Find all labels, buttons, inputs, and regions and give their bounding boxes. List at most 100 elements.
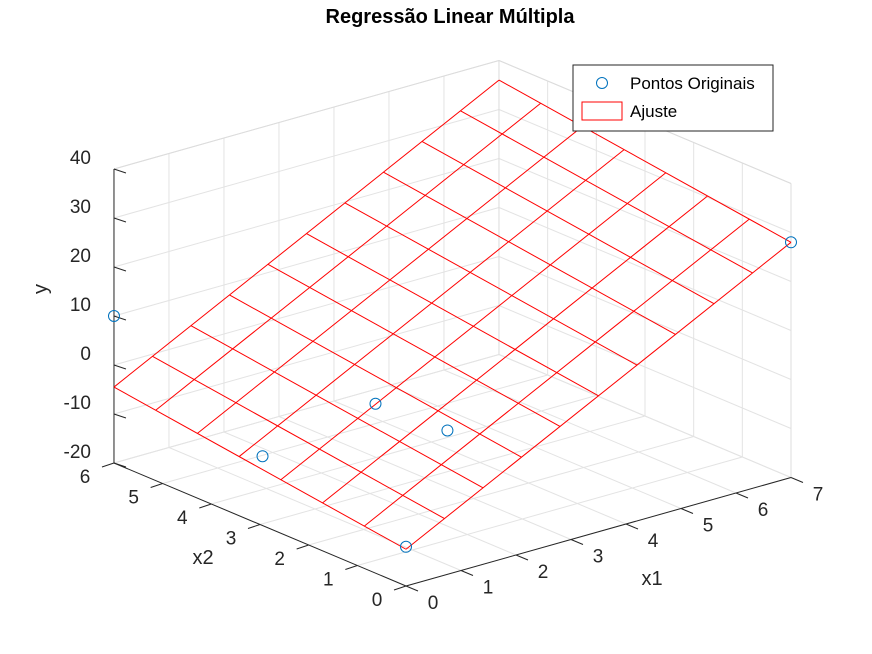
grid-line: [113, 354, 500, 464]
surface-line: [113, 79, 500, 388]
grid-line: [308, 436, 694, 546]
fit-surface: [113, 79, 792, 550]
surface-line: [363, 218, 750, 527]
data-point: [400, 540, 412, 553]
z-tick: [113, 217, 127, 223]
z-tick-label: 40: [70, 148, 91, 169]
surface-line: [322, 195, 708, 504]
legend-label-fit: Ajuste: [630, 102, 677, 121]
surface-line: [306, 233, 599, 397]
x1-tick-label: 6: [758, 500, 769, 521]
x2-tick-label: 3: [226, 529, 237, 550]
x1-tick: [405, 585, 419, 592]
z-tick: [113, 462, 127, 468]
z-tick-label: 20: [70, 246, 91, 267]
z-tick: [113, 364, 127, 370]
surface-line: [498, 79, 792, 243]
x1-tick: [570, 539, 584, 545]
x2-tick: [199, 503, 212, 509]
surface-line: [280, 172, 667, 481]
chart-title: Regressão Linear Múltipla: [326, 6, 576, 28]
x1-tick-label: 2: [538, 562, 549, 583]
x1-tick: [735, 492, 749, 499]
grid-line: [259, 415, 646, 525]
grid-line: [113, 256, 500, 366]
x1-tick: [460, 570, 474, 576]
axes-layer: [101, 168, 804, 592]
z-tick: [113, 315, 127, 321]
surface-line: [190, 325, 484, 489]
x1-tick-label: 4: [648, 531, 659, 552]
x2-tick: [247, 524, 261, 529]
tick-labels: 0 1 2 3 4 5 6 7 0 1 2 3 4 5 6 -20 -10 0 10 20 30 40: [64, 148, 824, 614]
data-points: [107, 236, 797, 553]
grid-line: [498, 354, 792, 478]
grid-line: [498, 207, 792, 331]
grid-line: [113, 158, 500, 268]
legend: Pontos Originais Ajuste: [572, 64, 774, 132]
x1-tick: [625, 523, 639, 530]
surface-line: [421, 141, 715, 305]
grid-line: [113, 305, 500, 415]
x1-axis-line: [405, 477, 792, 587]
x2-tick-label: 1: [323, 570, 334, 591]
surface-line: [152, 355, 445, 519]
x2-tick: [150, 483, 163, 488]
surface-line: [267, 263, 561, 427]
grid-layer: [113, 60, 792, 587]
x1-tick-label: 1: [483, 578, 494, 599]
x2-tick-label: 6: [80, 467, 91, 488]
surface-line: [197, 126, 583, 434]
z-tick-label: 0: [80, 344, 91, 365]
x1-tick-label: 7: [813, 485, 824, 506]
grid-line: [211, 395, 597, 505]
grid-line: [113, 109, 500, 219]
data-point: [107, 310, 120, 322]
legend-marker-points: [596, 77, 608, 89]
z-tick-label: 30: [70, 197, 91, 218]
z-tick-label: -10: [64, 393, 91, 414]
x2-tick: [296, 544, 309, 550]
x2-tick: [345, 565, 358, 570]
surface-line: [229, 294, 522, 458]
data-point: [369, 397, 382, 410]
z-tick: [113, 168, 127, 174]
x1-tick: [680, 508, 694, 514]
surface-line: [405, 241, 792, 550]
surface-line: [460, 110, 753, 274]
box-edge: [113, 60, 500, 170]
grid-line: [113, 207, 500, 317]
x1-tick-label: 0: [428, 593, 439, 614]
surface-line: [238, 149, 625, 457]
grid-line: [498, 305, 792, 429]
x2-tick: [101, 462, 115, 468]
z-tick: [113, 413, 127, 419]
surface-line: [344, 202, 638, 366]
surface-line: [383, 171, 676, 335]
z-tick: [113, 266, 127, 272]
grid-line: [162, 374, 548, 484]
legend-marker-surface: [581, 101, 623, 121]
x1-tick-label: 5: [703, 516, 714, 537]
z-axis-label: y: [30, 284, 52, 294]
x2-tick: [393, 585, 407, 591]
data-point: [441, 424, 454, 437]
x2-tick-label: 0: [372, 590, 383, 611]
x2-tick-label: 5: [128, 488, 139, 509]
x1-tick-label: 3: [593, 547, 604, 568]
surface-line: [155, 102, 542, 411]
legend-label-points: Pontos Originais: [630, 74, 755, 93]
data-point: [256, 450, 269, 463]
grid-line: [498, 109, 792, 233]
x2-tick-label: 2: [274, 549, 285, 570]
z-tick-label: 10: [70, 295, 91, 316]
grid-line: [498, 158, 792, 282]
y-axis-label: x2: [192, 547, 213, 569]
x1-tick: [790, 477, 804, 483]
x-axis-label: x1: [641, 568, 662, 590]
surface-line: [113, 386, 407, 550]
x1-tick: [515, 554, 529, 561]
grid-line: [357, 456, 743, 566]
z-tick-label: -20: [64, 442, 91, 463]
